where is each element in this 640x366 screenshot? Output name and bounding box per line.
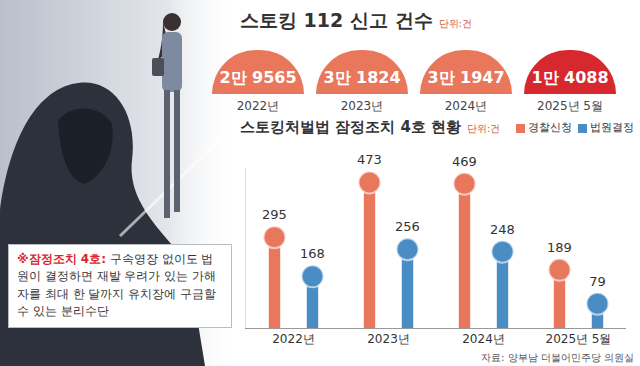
html-text:경찰신청: 경찰신청 xyxy=(528,121,572,133)
html-text:2023년: 2023년 xyxy=(340,99,384,113)
svg-text:256: 256 xyxy=(395,219,420,234)
html-text:2024년: 2024년 xyxy=(444,99,488,113)
html-text:법원결정: 법원결정 xyxy=(590,121,634,133)
svg-text:2024년: 2024년 xyxy=(462,332,505,346)
svg-text:473: 473 xyxy=(357,152,382,167)
svg-text:79: 79 xyxy=(589,274,606,289)
html-text:3만 1947: 3만 1947 xyxy=(427,68,505,87)
html-text:2022년: 2022년 xyxy=(236,99,280,113)
svg-text:295: 295 xyxy=(262,207,287,222)
html-text:스토킹 112 신고 건수 단위:건: 스토킹 112 신고 건수 단위:건 xyxy=(240,9,472,31)
svg-text:469: 469 xyxy=(452,154,477,169)
html-text:자료: 양부남 더불어민주당 의원실: 자료: 양부남 더불어민주당 의원실 xyxy=(481,352,634,363)
html-text:스토킹처벌법 잠정조치 4호 현황 단위:건: 스토킹처벌법 잠정조치 4호 현황 단위:건 xyxy=(240,118,501,136)
svg-text:189: 189 xyxy=(547,240,572,255)
svg-text:2022년: 2022년 xyxy=(272,332,315,346)
html-text:3만 1824: 3만 1824 xyxy=(323,68,401,87)
svg-text:248: 248 xyxy=(490,222,515,237)
html-text:2025년 5월: 2025년 5월 xyxy=(537,99,603,113)
svg-text:2023년: 2023년 xyxy=(367,332,410,346)
svg-text:168: 168 xyxy=(300,246,325,261)
html-text:2만 9565: 2만 9565 xyxy=(219,68,297,87)
html-text:1만 4088: 1만 4088 xyxy=(531,68,609,87)
html-text:※잠정조치 4호:구속영장 없이도 법원이 결정하면 재발: ※잠정조치 4호:구속영장 없이도 법원이 결정하면 재발 우려가 있는 가해자… xyxy=(17,252,217,319)
svg-text:2025년 5월: 2025년 5월 xyxy=(546,332,612,346)
